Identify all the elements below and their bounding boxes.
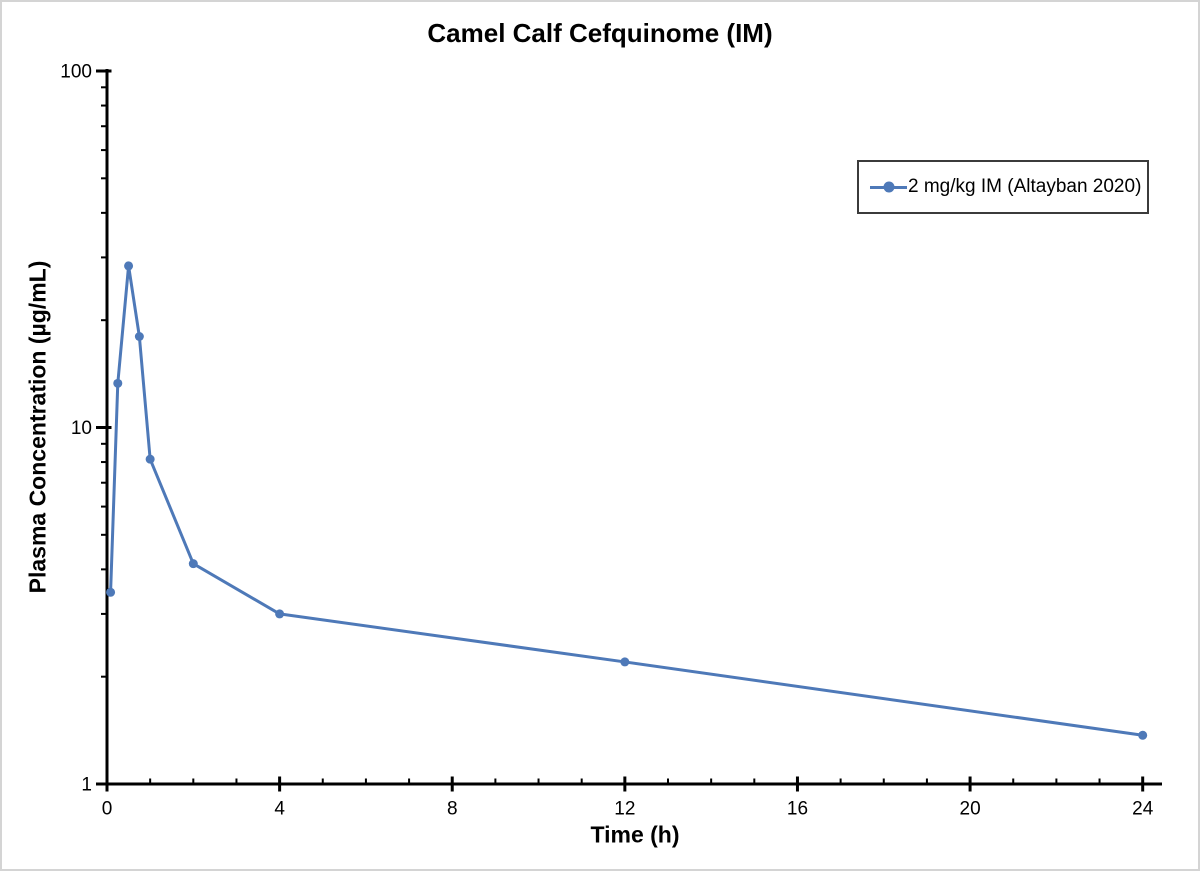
x-tick-label: 0 [102, 799, 113, 820]
data-point-marker [134, 331, 144, 341]
data-point-marker [124, 261, 134, 271]
y-tick-label: 10 [71, 418, 92, 439]
data-point-marker [113, 378, 123, 388]
x-tick-label: 24 [1132, 799, 1154, 820]
x-tick-label: 16 [787, 799, 808, 820]
data-point-marker [1138, 730, 1148, 740]
data-point-marker [620, 657, 630, 667]
legend-label: 2 mg/kg IM (Altayban 2020) [908, 176, 1142, 197]
x-tick-label: 4 [274, 799, 285, 820]
x-axis-title: Time (h) [590, 821, 680, 848]
data-point-marker [275, 609, 285, 619]
legend-marker-dot-icon [883, 181, 894, 193]
y-axis-title: Plasma Concentration (µg/mL) [24, 260, 51, 594]
legend: 2 mg/kg IM (Altayban 2020) [857, 160, 1149, 214]
y-tick-label: 1 [81, 775, 92, 796]
data-point-marker [188, 559, 198, 569]
data-point-marker [106, 587, 116, 597]
data-point-marker [145, 454, 155, 464]
x-tick-label: 20 [960, 799, 981, 820]
x-tick-label: 12 [614, 799, 635, 820]
y-tick-label: 100 [60, 62, 92, 83]
x-tick-label: 8 [447, 799, 458, 820]
chart-title: Camel Calf Cefquinome (IM) [427, 18, 773, 48]
legend-line-swatch [870, 181, 907, 193]
